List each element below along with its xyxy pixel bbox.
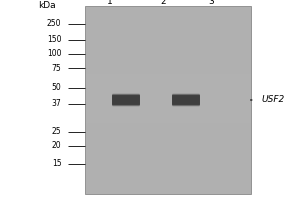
Text: 250: 250 (47, 20, 62, 28)
Bar (85, 96, 250, 100)
Text: USF2: USF2 (261, 96, 284, 104)
Bar (85, 156, 250, 160)
Bar (85, 36, 250, 40)
FancyBboxPatch shape (112, 94, 140, 104)
Bar (85, 134, 250, 138)
Bar (85, 115, 250, 119)
FancyBboxPatch shape (172, 94, 200, 104)
Bar (85, 62, 250, 66)
Bar (85, 186, 250, 190)
Bar (85, 111, 250, 115)
Bar (85, 104, 250, 108)
FancyBboxPatch shape (112, 96, 140, 106)
Bar (85, 175, 250, 179)
Bar (85, 51, 250, 55)
Bar (85, 14, 250, 17)
Bar (85, 141, 250, 145)
Text: 50: 50 (52, 83, 61, 92)
Text: 150: 150 (47, 36, 62, 45)
Text: 2: 2 (161, 0, 166, 6)
Text: 15: 15 (52, 160, 62, 168)
Bar (85, 89, 250, 92)
Bar (85, 74, 250, 77)
Bar (85, 10, 250, 14)
Bar (85, 119, 250, 123)
Bar (85, 108, 250, 111)
Bar (85, 149, 250, 153)
Bar (85, 40, 250, 44)
Bar (85, 183, 250, 186)
Bar (85, 160, 250, 164)
Text: 3: 3 (208, 0, 214, 6)
Bar (85, 145, 250, 149)
Bar (85, 190, 250, 194)
Bar (85, 59, 250, 62)
Bar (85, 17, 250, 21)
Text: 1: 1 (106, 0, 112, 6)
Bar (85, 130, 250, 134)
Bar (85, 85, 250, 89)
Bar (85, 77, 250, 81)
Bar (85, 47, 250, 51)
Text: kDa: kDa (38, 1, 55, 10)
Bar (85, 92, 250, 96)
Bar (85, 6, 250, 194)
Bar (85, 153, 250, 156)
Text: 37: 37 (52, 99, 61, 108)
Text: 75: 75 (52, 64, 61, 73)
Bar (85, 123, 250, 126)
Bar (85, 171, 250, 175)
Text: 25: 25 (52, 128, 62, 136)
Bar (85, 21, 250, 25)
Bar (85, 25, 250, 29)
Bar (85, 70, 250, 74)
Text: 20: 20 (52, 142, 62, 150)
Bar (85, 6, 250, 10)
Bar (85, 168, 250, 171)
Bar (85, 32, 250, 36)
FancyBboxPatch shape (112, 95, 140, 105)
Bar (85, 164, 250, 168)
Bar (85, 29, 250, 32)
Bar (85, 44, 250, 47)
Bar (85, 100, 250, 104)
Bar (85, 66, 250, 70)
FancyBboxPatch shape (172, 96, 200, 106)
Text: 100: 100 (47, 49, 62, 58)
Bar (85, 179, 250, 183)
Bar (85, 126, 250, 130)
Bar (85, 55, 250, 59)
Bar (85, 81, 250, 85)
FancyBboxPatch shape (172, 95, 200, 105)
Bar (85, 138, 250, 141)
